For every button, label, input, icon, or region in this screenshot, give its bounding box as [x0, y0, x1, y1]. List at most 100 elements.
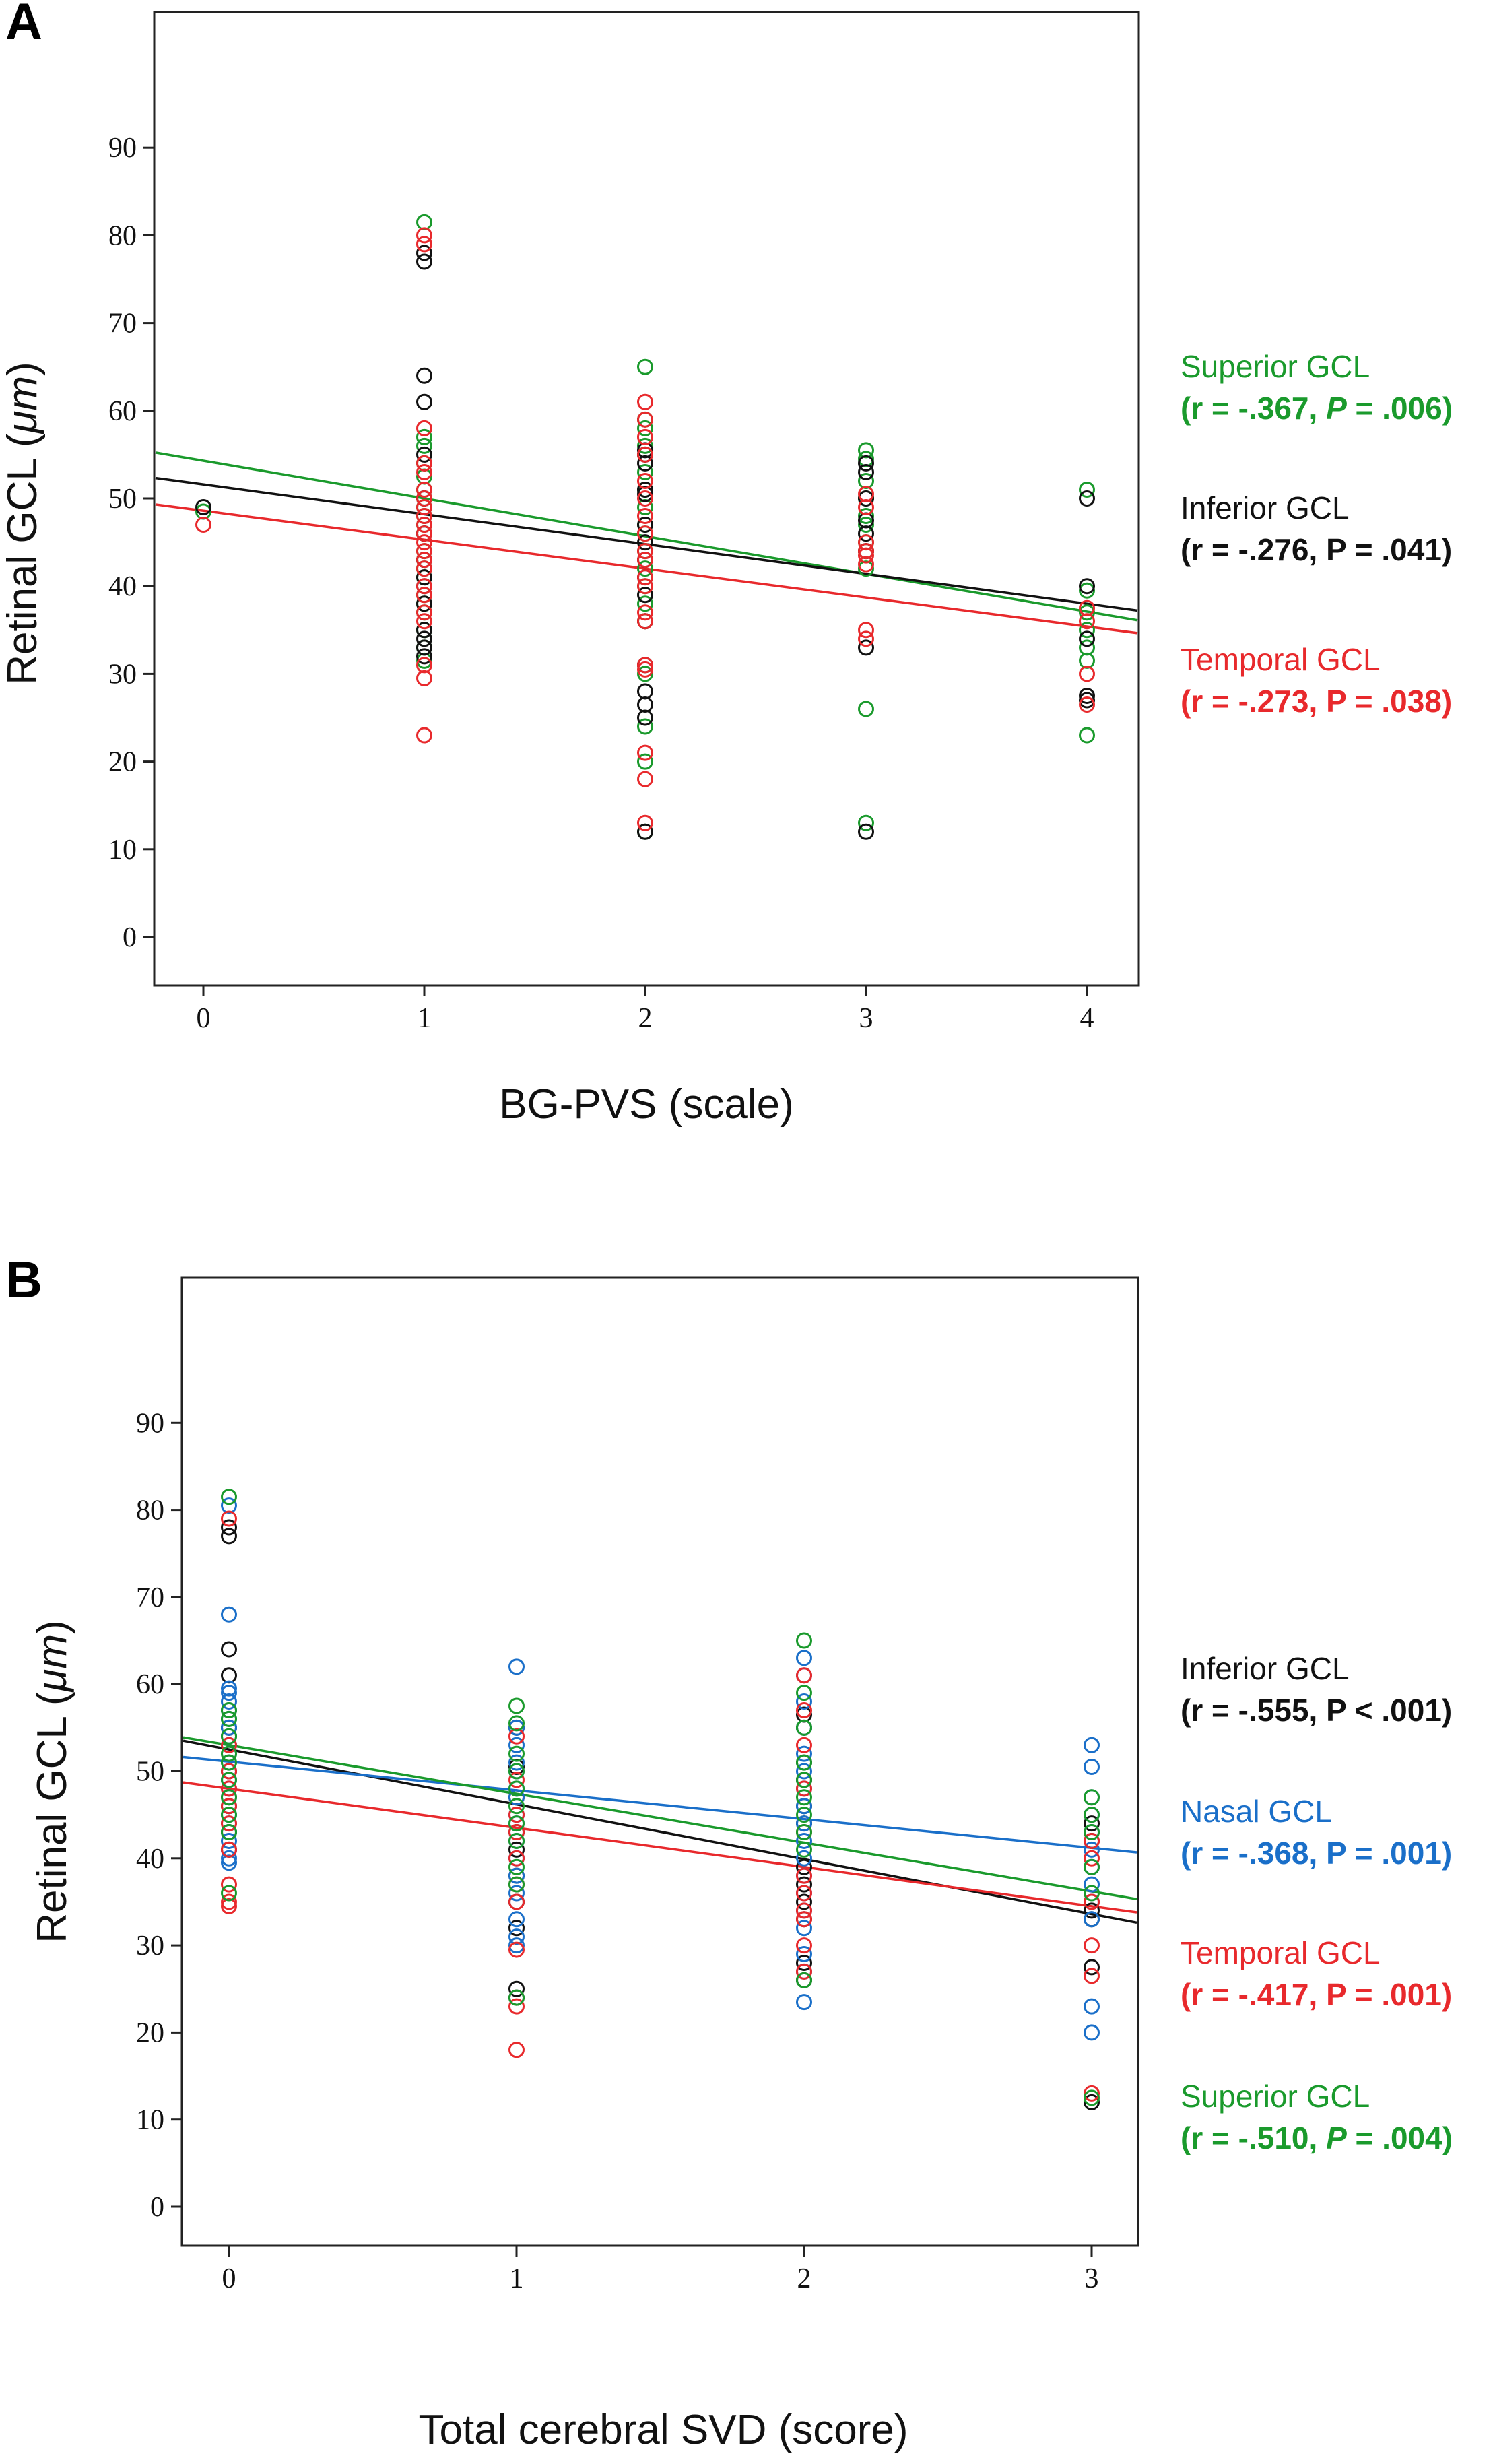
- data-point-nasal-gcl: [221, 1606, 237, 1623]
- data-point-temporal-gcl: [416, 534, 432, 551]
- data-point-temporal-gcl: [858, 630, 874, 647]
- data-point-inferior-gcl: [1084, 1902, 1100, 1919]
- data-point-temporal-gcl: [637, 393, 653, 410]
- data-point-nasal-gcl: [508, 1911, 525, 1928]
- panel-a-x-axis-title: BG-PVS (scale): [499, 1081, 794, 1128]
- data-point-superior-gcl: [1079, 604, 1095, 621]
- data-point-inferior-gcl: [508, 1841, 525, 1858]
- data-point-temporal-gcl: [637, 657, 653, 674]
- data-point-nasal-gcl: [796, 1650, 812, 1666]
- data-point-nasal-gcl: [1084, 1998, 1100, 2015]
- data-point-inferior-gcl: [416, 367, 432, 384]
- x-tick-label: 1: [418, 1003, 432, 1034]
- data-point-inferior-gcl: [858, 463, 874, 480]
- y-tick-label: 30: [108, 659, 137, 690]
- legend-stat: (r = -.367, P = .006): [1181, 391, 1453, 426]
- data-point-temporal-gcl: [508, 1728, 525, 1745]
- data-point-temporal-gcl: [416, 587, 432, 604]
- data-point-superior-gcl: [796, 1772, 812, 1788]
- data-point-temporal-gcl: [796, 1885, 812, 1902]
- data-point-temporal-gcl: [508, 1893, 525, 1910]
- data-point-inferior-gcl: [508, 1920, 525, 1937]
- data-point-temporal-gcl: [637, 578, 653, 595]
- y-tick-label: 20: [136, 2017, 164, 2048]
- data-point-nasal-gcl: [221, 1497, 237, 1514]
- data-point-temporal-gcl: [416, 543, 432, 560]
- y-tick-label: 90: [136, 1408, 164, 1439]
- data-point-superior-gcl: [796, 1789, 812, 1806]
- data-point-superior-gcl: [508, 1815, 525, 1832]
- y-tick-label: 10: [108, 835, 137, 866]
- y-tick-label: 20: [108, 747, 137, 778]
- data-point-temporal-gcl: [796, 1737, 812, 1753]
- data-point-superior-gcl: [637, 358, 653, 375]
- data-point-superior-gcl: [796, 1719, 812, 1736]
- data-point-temporal-gcl: [637, 552, 653, 569]
- data-point-superior-gcl: [637, 718, 653, 735]
- data-point-inferior-gcl: [858, 490, 874, 507]
- fit-line-inferior-gcl: [183, 1739, 1137, 1924]
- data-point-nasal-gcl: [1084, 1911, 1100, 1928]
- data-point-temporal-gcl: [637, 814, 653, 831]
- data-point-inferior-gcl: [195, 499, 211, 516]
- data-point-superior-gcl: [416, 428, 432, 445]
- y-tick-label: 40: [108, 571, 137, 602]
- data-point-inferior-gcl: [796, 1893, 812, 1910]
- legend-stat: (r = -.368, P = .001): [1181, 1836, 1452, 1871]
- data-point-nasal-gcl: [796, 1763, 812, 1780]
- data-point-temporal-gcl: [221, 1841, 237, 1858]
- data-point-superior-gcl: [221, 1754, 237, 1771]
- data-point-inferior-gcl: [1079, 687, 1095, 704]
- data-point-inferior-gcl: [637, 587, 653, 604]
- panel-b-y-axis-title: Retinal GCL (μm): [29, 1620, 75, 1943]
- data-point-inferior-gcl: [416, 569, 432, 586]
- data-point-temporal-gcl: [416, 508, 432, 525]
- fit-line-superior-gcl: [183, 1736, 1137, 1901]
- data-point-temporal-gcl: [416, 455, 432, 472]
- data-point-temporal-gcl: [1079, 696, 1095, 713]
- data-point-superior-gcl: [1084, 1885, 1100, 1902]
- panel-b-x-axis: 0 1 2 3: [222, 2246, 1099, 2294]
- data-point-temporal-gcl: [637, 525, 653, 542]
- data-point-superior-gcl: [1084, 1858, 1100, 1875]
- y-tick-label: 80: [108, 220, 137, 251]
- data-point-inferior-gcl: [858, 525, 874, 542]
- data-point-nasal-gcl: [508, 1789, 525, 1806]
- data-point-nasal-gcl: [508, 1719, 525, 1736]
- data-point-temporal-gcl: [637, 744, 653, 761]
- data-point-inferior-gcl: [416, 622, 432, 639]
- data-point-superior-gcl: [637, 753, 653, 770]
- y-tick-label: 60: [108, 396, 137, 427]
- panel-a-y-axis-title: Retinal GCL (μm): [0, 362, 46, 685]
- data-point-inferior-gcl: [858, 823, 874, 840]
- data-point-temporal-gcl: [508, 1998, 525, 2015]
- data-point-temporal-gcl: [416, 420, 432, 436]
- data-point-inferior-gcl: [1079, 490, 1095, 507]
- data-point-inferior-gcl: [1079, 630, 1095, 647]
- data-point-superior-gcl: [221, 1789, 237, 1806]
- data-point-inferior-gcl: [221, 1528, 237, 1545]
- data-point-inferior-gcl: [637, 455, 653, 472]
- data-point-superior-gcl: [508, 1745, 525, 1762]
- data-point-superior-gcl: [221, 1745, 237, 1762]
- y-tick-label: 70: [108, 309, 137, 339]
- data-point-nasal-gcl: [508, 1867, 525, 1884]
- data-point-nasal-gcl: [1084, 1759, 1100, 1776]
- data-point-inferior-gcl: [1084, 1959, 1100, 1976]
- data-point-temporal-gcl: [221, 1737, 237, 1753]
- data-point-temporal-gcl: [221, 1876, 237, 1893]
- data-point-temporal-gcl: [637, 613, 653, 630]
- data-point-temporal-gcl: [1084, 2085, 1100, 2102]
- data-point-temporal-gcl: [637, 604, 653, 621]
- data-point-temporal-gcl: [416, 517, 432, 533]
- data-point-inferior-gcl: [796, 1706, 812, 1723]
- data-point-temporal-gcl: [796, 1867, 812, 1884]
- data-point-superior-gcl: [508, 1697, 525, 1714]
- data-point-nasal-gcl: [221, 1832, 237, 1849]
- panel-b-plot-frame: [180, 1276, 1139, 2247]
- data-point-inferior-gcl: [858, 639, 874, 656]
- data-point-inferior-gcl: [796, 1876, 812, 1893]
- legend-name: Inferior GCL: [1181, 1651, 1350, 1686]
- data-point-inferior-gcl: [1084, 2094, 1100, 2110]
- data-point-inferior-gcl: [221, 1519, 237, 1536]
